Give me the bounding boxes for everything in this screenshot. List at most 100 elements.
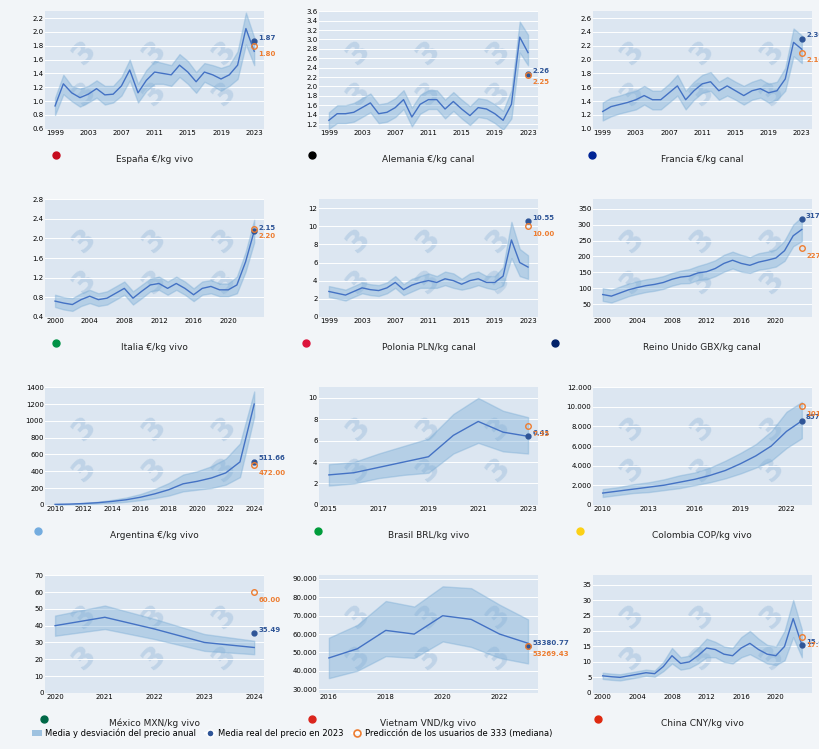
Text: 3: 3 (137, 452, 172, 488)
Text: 1.80: 1.80 (258, 50, 275, 56)
Text: 3: 3 (137, 76, 172, 111)
Text: 3: 3 (206, 264, 242, 300)
Text: 2.20: 2.20 (258, 234, 275, 240)
Text: 6.41: 6.41 (532, 430, 549, 436)
Text: 3: 3 (613, 34, 649, 70)
Text: 3: 3 (410, 452, 446, 488)
Text: 3: 3 (410, 640, 446, 676)
Text: 2.10: 2.10 (805, 58, 819, 64)
Text: 3: 3 (753, 640, 790, 676)
Text: 3: 3 (480, 34, 516, 70)
Text: Reino Unido GBX/kg canal: Reino Unido GBX/kg canal (643, 342, 760, 351)
Text: 3: 3 (66, 452, 102, 488)
Text: 3: 3 (410, 410, 446, 446)
Text: 3: 3 (206, 598, 242, 634)
Text: España €/kg vivo: España €/kg vivo (116, 154, 193, 163)
Text: Polonia PLN/kg canal: Polonia PLN/kg canal (381, 342, 475, 351)
Text: 3: 3 (66, 76, 102, 111)
Text: 3: 3 (206, 452, 242, 488)
Text: 3: 3 (480, 222, 516, 258)
Text: 511.66: 511.66 (258, 455, 285, 461)
Text: 3: 3 (340, 76, 376, 111)
Text: 3: 3 (684, 598, 719, 634)
Text: 3: 3 (613, 222, 649, 258)
Text: 3: 3 (684, 452, 719, 488)
Text: 3: 3 (753, 222, 790, 258)
Text: 3: 3 (684, 76, 719, 111)
Text: 227.00: 227.00 (805, 252, 819, 258)
Text: Colombia COP/kg vivo: Colombia COP/kg vivo (652, 530, 751, 539)
Text: México MXN/kg vivo: México MXN/kg vivo (109, 719, 200, 728)
Text: 3: 3 (613, 76, 649, 111)
Text: 3: 3 (684, 222, 719, 258)
Text: 10.55: 10.55 (532, 215, 554, 221)
Text: 3: 3 (137, 410, 172, 446)
Text: 3: 3 (613, 598, 649, 634)
Text: 2.26: 2.26 (532, 68, 549, 74)
Text: 3: 3 (480, 264, 516, 300)
Text: 2.25: 2.25 (532, 79, 549, 85)
Text: 3: 3 (137, 222, 172, 258)
Text: 3: 3 (340, 222, 376, 258)
Text: Alemania €/kg canal: Alemania €/kg canal (382, 154, 474, 163)
Text: 3: 3 (206, 76, 242, 111)
Text: 3: 3 (137, 264, 172, 300)
Text: 3: 3 (684, 640, 719, 676)
Text: 3: 3 (613, 264, 649, 300)
Text: 3: 3 (206, 222, 242, 258)
Text: 3: 3 (410, 222, 446, 258)
Text: 10100.18: 10100.18 (805, 410, 819, 416)
Text: 3: 3 (410, 598, 446, 634)
Text: 3: 3 (753, 410, 790, 446)
Text: 3: 3 (480, 410, 516, 446)
Text: 3: 3 (684, 264, 719, 300)
Text: 17.90: 17.90 (805, 642, 819, 648)
Text: 3: 3 (613, 640, 649, 676)
Text: 3: 3 (753, 598, 790, 634)
Text: 3: 3 (137, 640, 172, 676)
Text: 3: 3 (206, 34, 242, 70)
Text: 3: 3 (480, 640, 516, 676)
Text: Italia €/kg vivo: Italia €/kg vivo (121, 342, 188, 351)
Text: 3: 3 (684, 410, 719, 446)
Text: 3: 3 (340, 264, 376, 300)
Text: 3: 3 (340, 452, 376, 488)
Text: 60.00: 60.00 (258, 597, 280, 603)
Text: 3: 3 (340, 598, 376, 634)
Text: 3: 3 (753, 34, 790, 70)
Text: 3: 3 (340, 640, 376, 676)
Text: 3: 3 (684, 34, 719, 70)
Text: 35.49: 35.49 (258, 627, 280, 633)
Text: 1.87: 1.87 (258, 34, 275, 40)
Text: 3: 3 (66, 222, 102, 258)
Text: 2.15: 2.15 (258, 225, 275, 231)
Text: Francia €/kg canal: Francia €/kg canal (660, 154, 743, 163)
Text: 472.00: 472.00 (258, 470, 285, 476)
Text: 3: 3 (206, 640, 242, 676)
Text: 53380.77: 53380.77 (532, 640, 568, 646)
Text: 3: 3 (66, 640, 102, 676)
Text: China CNY/kg vivo: China CNY/kg vivo (660, 719, 743, 728)
Text: 2.30: 2.30 (805, 32, 819, 38)
Legend: Media y desviación del precio anual, Media real del precio en 2023, Predicción d: Media y desviación del precio anual, Med… (29, 725, 555, 741)
Text: 3: 3 (753, 452, 790, 488)
Text: 3: 3 (340, 34, 376, 70)
Text: 3: 3 (410, 264, 446, 300)
Text: Vietnam VND/kg vivo: Vietnam VND/kg vivo (380, 719, 476, 728)
Text: 53269.43: 53269.43 (532, 651, 568, 657)
Text: 3: 3 (137, 598, 172, 634)
Text: 3: 3 (480, 452, 516, 488)
Text: 3: 3 (410, 76, 446, 111)
Text: 3: 3 (66, 410, 102, 446)
Text: 15.41: 15.41 (805, 639, 819, 645)
Text: 3: 3 (66, 264, 102, 300)
Text: 8574.75: 8574.75 (805, 414, 819, 420)
Text: 3: 3 (410, 34, 446, 70)
Text: 3: 3 (753, 76, 790, 111)
Text: 3: 3 (480, 598, 516, 634)
Text: 3: 3 (66, 598, 102, 634)
Text: 3: 3 (613, 452, 649, 488)
Text: 317.43: 317.43 (805, 213, 819, 219)
Text: 3: 3 (137, 34, 172, 70)
Text: 3: 3 (340, 410, 376, 446)
